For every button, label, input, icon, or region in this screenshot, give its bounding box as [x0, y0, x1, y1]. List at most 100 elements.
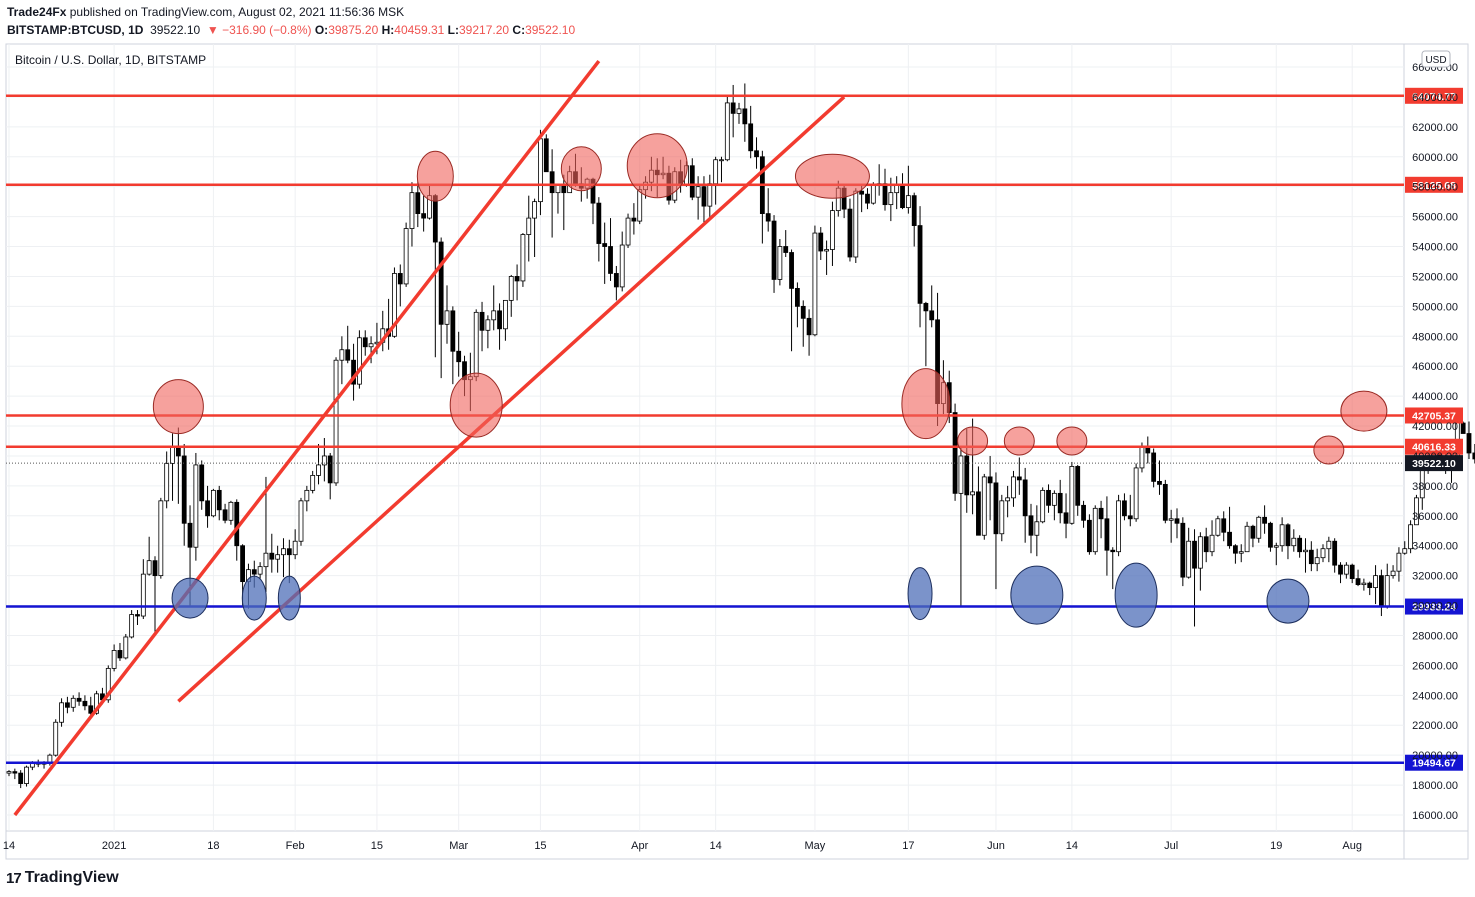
level-price-tag[interactable]	[1405, 754, 1463, 771]
candle-body	[281, 548, 286, 556]
candles	[6, 83, 1475, 789]
red-highlight-marker[interactable]	[1313, 435, 1345, 465]
candle-body	[1332, 540, 1338, 566]
candle-body	[1063, 512, 1069, 524]
candle-body	[882, 183, 888, 206]
candle-body	[1174, 518, 1180, 524]
candle-body	[719, 159, 724, 162]
red-highlight-marker[interactable]	[1340, 390, 1388, 432]
level-price-label: 58125.68	[1412, 180, 1456, 192]
red-highlight-marker[interactable]	[626, 133, 688, 199]
change-arrow-icon: ▼	[206, 23, 219, 37]
time-tick-label: 14	[3, 840, 15, 852]
time-tick-label: 18	[207, 840, 219, 852]
candle-body	[345, 349, 351, 361]
price-tick-label: 16000.00	[1412, 810, 1458, 822]
trend-line[interactable]	[177, 95, 846, 703]
candle-body	[502, 299, 508, 330]
red-highlight-marker[interactable]	[794, 153, 870, 199]
tradingview-brand[interactable]: 17 TradingView	[6, 869, 119, 887]
candle-body	[1238, 551, 1244, 554]
candle-body	[1262, 516, 1267, 524]
price-axis[interactable]: 16000.00 18000.00 20000.00 22000.00 24000.00…	[1412, 62, 1458, 822]
candle-body	[1127, 515, 1133, 520]
candle-body	[193, 464, 199, 548]
candle-body	[748, 123, 754, 152]
time-axis[interactable]: 14 2021 18 Feb 15 Mar 15 Apr 14 May 17 Jun 14 Jul 19 Au…	[3, 840, 1362, 852]
level-price-tag[interactable]	[1405, 438, 1463, 455]
open-label: O:	[314, 23, 329, 37]
candle-body	[216, 489, 222, 511]
blue-highlight-marker[interactable]	[171, 577, 209, 619]
candle-body	[923, 302, 929, 312]
candle-body	[257, 566, 263, 575]
trend-line[interactable]	[13, 59, 601, 817]
red-highlight-marker[interactable]	[560, 146, 602, 192]
blue-highlight-marker[interactable]	[277, 575, 301, 621]
last-price-header: 39522.10	[150, 23, 201, 37]
candle-body	[1460, 422, 1466, 434]
candle-body	[1338, 564, 1343, 575]
level-price-tag[interactable]	[1405, 176, 1463, 193]
candle-body	[526, 217, 532, 235]
candle-body	[701, 186, 707, 207]
red-highlight-marker[interactable]	[1003, 426, 1035, 456]
candle-body	[1192, 540, 1197, 569]
price-tick-label: 40000.00	[1412, 451, 1458, 463]
red-highlight-marker[interactable]	[901, 368, 951, 440]
time-tick-label: Aug	[1342, 840, 1362, 852]
price-tick-label: 34000.00	[1412, 541, 1458, 553]
price-tick-label: 20000.00	[1412, 750, 1458, 762]
time-tick-label: Apr	[631, 840, 648, 852]
red-highlight-marker[interactable]	[957, 426, 989, 456]
candle-body	[549, 171, 555, 194]
time-tick-label: 15	[371, 840, 383, 852]
time-tick-label: 15	[534, 840, 546, 852]
candle-body	[205, 500, 210, 517]
horizontal-levels[interactable]: 64074.77 58125.68 42705.37 40616.33 29933.24…	[6, 87, 1463, 771]
level-price-tag[interactable]	[1405, 407, 1463, 424]
candle-body	[1320, 548, 1326, 559]
candle-body	[181, 455, 187, 524]
level-price-tag[interactable]	[1405, 87, 1463, 104]
candle-body	[263, 552, 269, 568]
blue-highlight-marker[interactable]	[1010, 565, 1064, 625]
red-highlight-marker[interactable]	[1056, 426, 1088, 456]
candle-body	[1384, 575, 1390, 608]
red-highlight-marker[interactable]	[416, 150, 454, 202]
author-name[interactable]: Trade24Fx	[7, 5, 67, 19]
blue-highlight-marker[interactable]	[1266, 578, 1310, 624]
candle-body	[1367, 582, 1373, 589]
candle-body	[146, 560, 152, 575]
level-price-tag[interactable]	[1405, 598, 1463, 615]
close-label: C:	[512, 23, 526, 37]
blue-highlight-marker[interactable]	[1114, 562, 1158, 628]
candle-body	[187, 522, 193, 548]
close-value: 39522.10	[525, 23, 576, 37]
red-highlight-marker[interactable]	[449, 372, 503, 438]
currency-badge[interactable]: USD	[1421, 50, 1451, 68]
candle-body	[1028, 515, 1034, 536]
candle-body	[397, 273, 403, 285]
price-tick-label: 56000.00	[1412, 212, 1458, 224]
price-tick-label: 26000.00	[1412, 660, 1458, 672]
candle-body	[800, 305, 806, 319]
candle-body	[170, 446, 175, 464]
blue-highlight-marker[interactable]	[907, 567, 933, 621]
last-price-tag[interactable]	[1405, 455, 1463, 472]
candle-body	[12, 771, 18, 774]
candle-body	[140, 573, 146, 617]
level-price-label: 19494.67	[1412, 758, 1456, 770]
time-tick-label: Jul	[1164, 840, 1178, 852]
candle-body	[456, 350, 462, 363]
candle-body	[1069, 466, 1075, 524]
price-tick-label: 30000.00	[1412, 601, 1458, 613]
highlight-markers[interactable]	[152, 133, 1388, 628]
blue-highlight-marker[interactable]	[241, 575, 267, 621]
candle-body	[625, 217, 631, 246]
candle-body	[409, 192, 415, 229]
candle-body	[251, 569, 257, 575]
red-highlight-marker[interactable]	[152, 379, 204, 435]
level-price-label: 29933.24	[1412, 602, 1456, 614]
